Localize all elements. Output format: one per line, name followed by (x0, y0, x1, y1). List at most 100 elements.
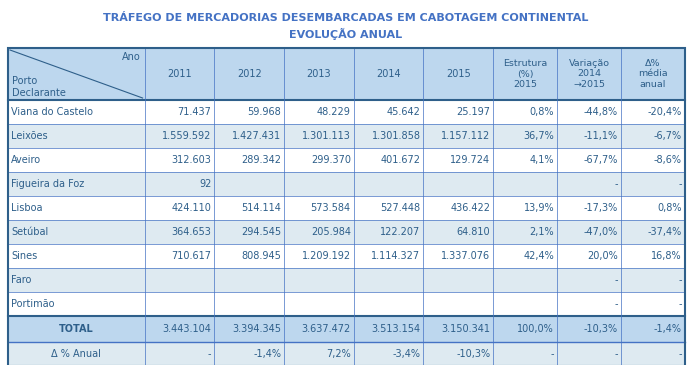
Text: 1.337.076: 1.337.076 (441, 251, 490, 261)
Bar (493, 48, 557, 100)
Text: 1.301.858: 1.301.858 (371, 131, 421, 141)
Bar (145, 196, 214, 220)
Bar (353, 172, 423, 196)
Bar (284, 100, 353, 124)
Bar (214, 342, 284, 365)
Text: 312.603: 312.603 (171, 155, 211, 165)
Bar (353, 124, 423, 148)
Text: -: - (615, 349, 618, 359)
Bar (557, 292, 621, 316)
Text: 1.559.592: 1.559.592 (162, 131, 211, 141)
Bar (145, 100, 214, 124)
Bar (423, 48, 493, 100)
Bar (621, 172, 685, 196)
Bar (493, 244, 557, 268)
Text: -1,4%: -1,4% (654, 324, 682, 334)
Bar (621, 244, 685, 268)
Bar (284, 172, 353, 196)
Text: -: - (678, 349, 682, 359)
Text: 45.642: 45.642 (387, 107, 421, 117)
Bar (214, 268, 284, 292)
Bar (557, 148, 621, 172)
Text: 2012: 2012 (237, 69, 261, 79)
Bar (557, 342, 621, 365)
Text: 573.584: 573.584 (310, 203, 351, 213)
Text: Figueira da Foz: Figueira da Foz (11, 179, 85, 189)
Bar (423, 268, 493, 292)
Bar (557, 172, 621, 196)
Bar (284, 342, 353, 365)
Text: Faro: Faro (11, 275, 31, 285)
Text: 808.945: 808.945 (241, 251, 281, 261)
Text: 1.114.327: 1.114.327 (371, 251, 421, 261)
Bar (8, 48, 685, 365)
Text: Lisboa: Lisboa (11, 203, 42, 213)
Text: 7,2%: 7,2% (326, 349, 351, 359)
Bar (621, 268, 685, 292)
Text: Δ%
média
anual: Δ% média anual (638, 59, 668, 89)
Bar (353, 316, 423, 342)
Bar (423, 148, 493, 172)
Text: 1.209.192: 1.209.192 (301, 251, 351, 261)
Bar (284, 316, 353, 342)
Text: -: - (678, 179, 682, 189)
Bar (8, 220, 145, 244)
Text: 92: 92 (199, 179, 211, 189)
Bar (8, 172, 145, 196)
Text: -: - (551, 349, 554, 359)
Text: -: - (678, 275, 682, 285)
Text: Portimão: Portimão (11, 299, 55, 309)
Bar (557, 100, 621, 124)
Text: 0,8%: 0,8% (658, 203, 682, 213)
Bar (8, 292, 145, 316)
Text: 16,8%: 16,8% (651, 251, 682, 261)
Bar (557, 268, 621, 292)
Bar (145, 172, 214, 196)
Bar (493, 100, 557, 124)
Text: TRÁFEGO DE MERCADORIAS DESEMBARCADAS EM CABOTAGEM CONTINENTAL: TRÁFEGO DE MERCADORIAS DESEMBARCADAS EM … (103, 13, 588, 23)
Text: Viana do Castelo: Viana do Castelo (11, 107, 93, 117)
Bar (353, 148, 423, 172)
Bar (423, 100, 493, 124)
Bar (621, 48, 685, 100)
Bar (353, 100, 423, 124)
Bar (214, 148, 284, 172)
Text: 527.448: 527.448 (380, 203, 421, 213)
Text: 401.672: 401.672 (380, 155, 421, 165)
Bar (353, 244, 423, 268)
Bar (284, 220, 353, 244)
Text: -20,4%: -20,4% (648, 107, 682, 117)
Text: -: - (208, 349, 211, 359)
Text: 205.984: 205.984 (310, 227, 351, 237)
Text: 71.437: 71.437 (177, 107, 211, 117)
Text: 3.150.341: 3.150.341 (441, 324, 490, 334)
Text: 364.653: 364.653 (171, 227, 211, 237)
Text: -: - (615, 275, 618, 285)
Bar (621, 196, 685, 220)
Text: -: - (615, 299, 618, 309)
Text: -44,8%: -44,8% (584, 107, 618, 117)
Bar (423, 244, 493, 268)
Text: -17,3%: -17,3% (584, 203, 618, 213)
Bar (214, 48, 284, 100)
Bar (493, 316, 557, 342)
Text: 0,8%: 0,8% (529, 107, 554, 117)
Bar (284, 148, 353, 172)
Bar (621, 100, 685, 124)
Bar (557, 316, 621, 342)
Bar (353, 342, 423, 365)
Text: 2011: 2011 (167, 69, 192, 79)
Bar (423, 124, 493, 148)
Bar (557, 196, 621, 220)
Bar (353, 292, 423, 316)
Text: Variação
2014
→2015: Variação 2014 →2015 (569, 59, 610, 89)
Bar (8, 268, 145, 292)
Bar (423, 172, 493, 196)
Text: 1.427.431: 1.427.431 (232, 131, 281, 141)
Text: 129.724: 129.724 (450, 155, 490, 165)
Bar (423, 220, 493, 244)
Bar (8, 124, 145, 148)
Bar (353, 268, 423, 292)
Text: -3,4%: -3,4% (392, 349, 421, 359)
Bar (621, 316, 685, 342)
